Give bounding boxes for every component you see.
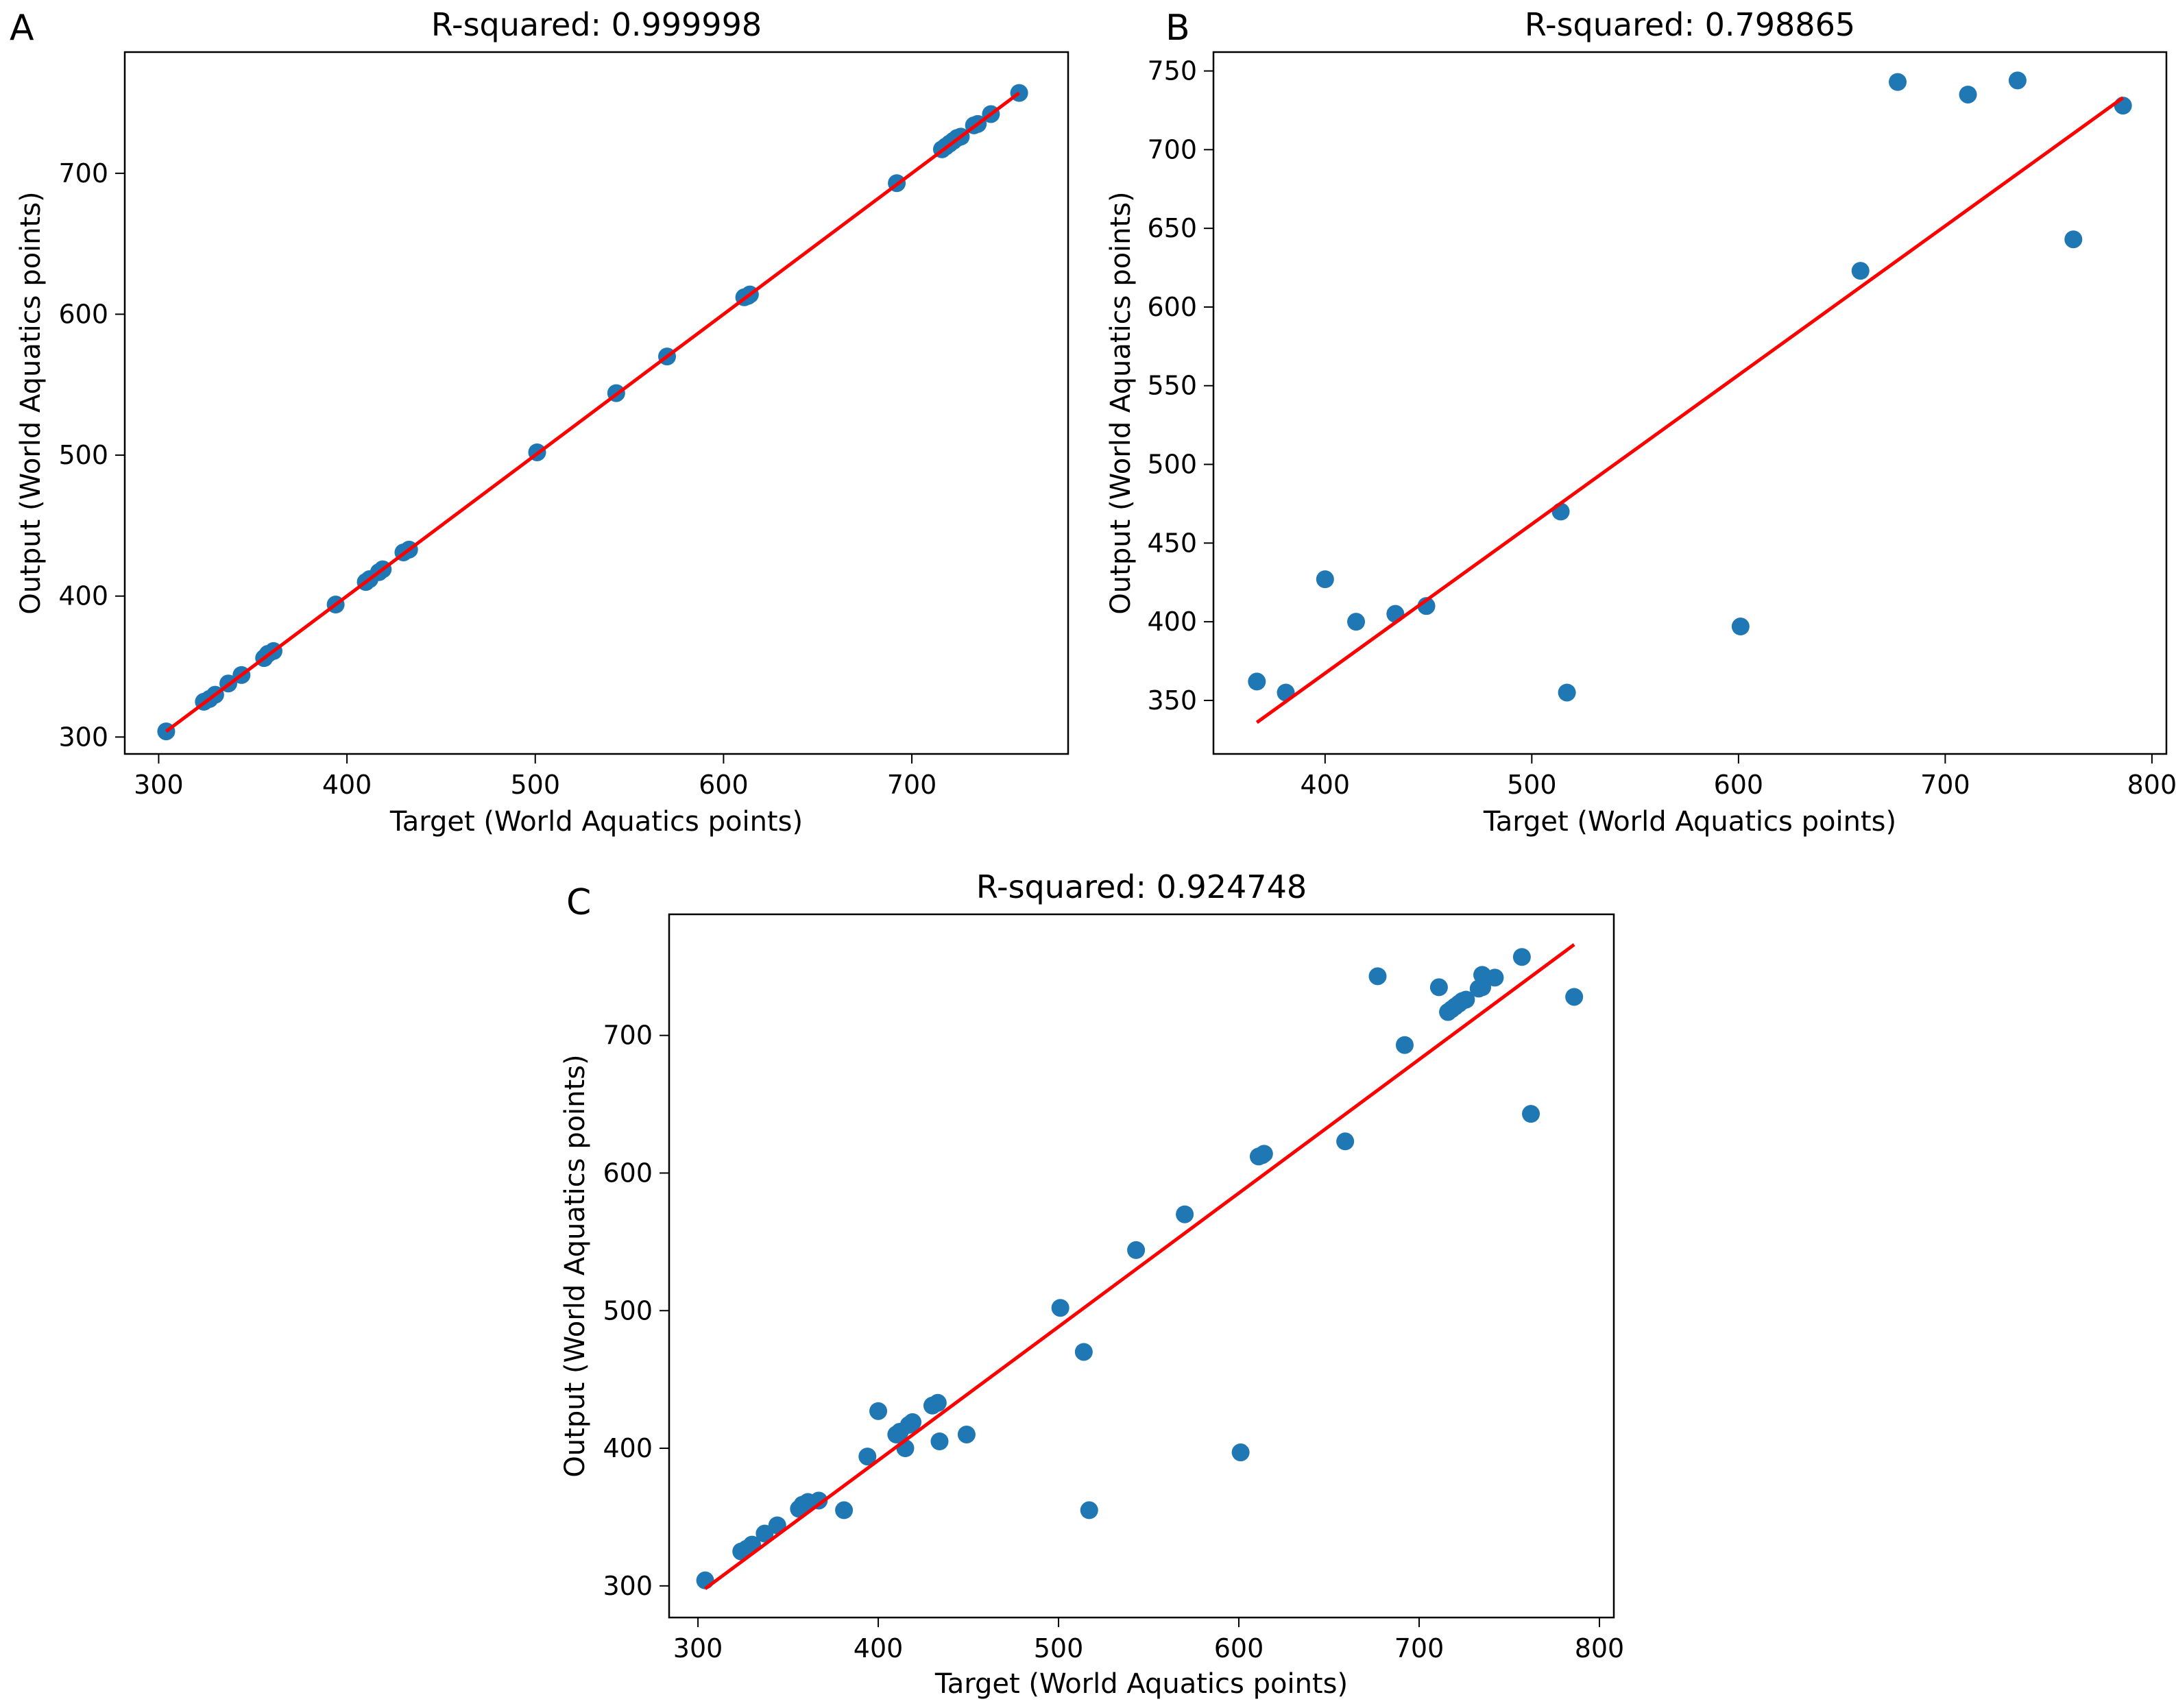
y-tick-label: 600	[1147, 292, 1197, 322]
x-tick-label: 700	[1920, 770, 1970, 800]
plot-frame	[668, 913, 1615, 1619]
y-tick-label: 700	[58, 158, 108, 188]
chart-panel-a: A R-squared: 0.999998 300 400 500 600 700 300 40…	[10, 6, 1069, 838]
data-point	[1248, 672, 1266, 691]
data-point	[1731, 618, 1750, 636]
data-point	[858, 1448, 877, 1466]
x-tick-label: 300	[673, 1633, 723, 1663]
data-point	[1316, 570, 1334, 589]
y-tick-label: 400	[603, 1433, 653, 1463]
panel-label: C	[566, 882, 591, 923]
x-tick-label: 800	[1575, 1633, 1625, 1663]
panel-label: B	[1165, 8, 1190, 49]
fit-line	[165, 91, 1021, 733]
data-point	[1512, 948, 1531, 966]
data-point	[930, 1432, 949, 1450]
data-point	[835, 1501, 854, 1520]
x-tick-label: 500	[1507, 770, 1557, 800]
y-tick-label: 700	[1147, 134, 1197, 164]
data-point	[1959, 85, 1977, 103]
x-tick-label: 700	[887, 770, 937, 800]
data-point	[755, 1524, 774, 1543]
y-tick-label: 600	[603, 1158, 653, 1188]
data-point	[1127, 1241, 1146, 1259]
data-point	[1395, 1036, 1414, 1054]
data-point	[1486, 968, 1504, 987]
y-tick-label: 300	[603, 1571, 653, 1601]
y-axis-label: Output (World Aquatics points)	[1105, 191, 1137, 614]
x-tick-label: 300	[134, 770, 184, 800]
x-axis-label: Target (World Aquatics points)	[934, 1668, 1348, 1700]
x-tick-label: 400	[854, 1633, 904, 1663]
fit-line	[704, 943, 1575, 1590]
y-tick-label: 350	[1147, 685, 1197, 716]
panel-label: A	[10, 8, 34, 49]
y-axis-label: Output (World Aquatics points)	[15, 191, 47, 614]
plot-frame	[123, 51, 1069, 755]
chart-title: R-squared: 0.999998	[431, 6, 762, 43]
x-axis-label: Target (World Aquatics points)	[1483, 806, 1896, 838]
data-point	[1889, 73, 1907, 91]
data-point	[1558, 683, 1576, 702]
y-axis-label: Output (World Aquatics points)	[559, 1054, 591, 1477]
x-tick-label: 500	[510, 770, 560, 800]
x-tick-label: 600	[1714, 770, 1764, 800]
y-tick-label: 400	[58, 581, 108, 611]
data-point	[1074, 1343, 1093, 1361]
x-tick-label: 400	[1301, 770, 1351, 800]
y-tick-label: 400	[1147, 607, 1197, 637]
data-point	[1080, 1501, 1098, 1520]
data-point	[1255, 1145, 1273, 1163]
data-point	[957, 1425, 976, 1443]
data-point	[904, 1413, 922, 1431]
data-point	[1457, 990, 1475, 1009]
data-point	[928, 1393, 947, 1412]
x-tick-label: 400	[322, 770, 372, 800]
data-point	[1429, 978, 1448, 997]
x-axis-label: Target (World Aquatics points)	[389, 806, 803, 838]
y-tick-label: 700	[603, 1021, 653, 1051]
data-point	[1051, 1299, 1069, 1317]
y-tick-label: 500	[1147, 450, 1197, 480]
data-point	[810, 1491, 828, 1510]
chart-title: R-squared: 0.798865	[1525, 6, 1855, 43]
data-point	[1851, 262, 1870, 280]
data-point	[1368, 967, 1387, 986]
data-point	[1347, 613, 1366, 631]
y-tick-label: 500	[603, 1295, 653, 1326]
y-tick-label: 450	[1147, 528, 1197, 558]
chart-panel-b: B R-squared: 0.798865 400 500 600 700 800 350 40…	[1105, 6, 2176, 838]
fit-line	[1255, 96, 2125, 724]
data-point	[1176, 1205, 1194, 1223]
chart-panel-c: C R-squared: 0.924748 300 400 500 600 700 800 30…	[559, 868, 1624, 1700]
y-tick-label: 600	[58, 299, 108, 329]
data-point	[1473, 978, 1492, 997]
data-point	[1336, 1132, 1355, 1151]
x-tick-label: 800	[2127, 770, 2176, 800]
data-point	[2064, 230, 2083, 249]
x-tick-label: 600	[699, 770, 749, 800]
x-tick-label: 700	[1394, 1633, 1444, 1663]
y-tick-label: 500	[58, 440, 108, 470]
y-tick-label: 650	[1147, 213, 1197, 243]
x-tick-label: 600	[1214, 1633, 1264, 1663]
x-tick-label: 500	[1034, 1633, 1084, 1663]
y-tick-label: 550	[1147, 371, 1197, 401]
plot-frame	[1212, 51, 2168, 755]
data-point	[1522, 1105, 1540, 1123]
data-point	[2008, 71, 2027, 90]
y-tick-label: 750	[1147, 56, 1197, 86]
data-point	[869, 1402, 888, 1420]
data-point	[1231, 1443, 1250, 1462]
data-point	[1565, 988, 1584, 1006]
chart-title: R-squared: 0.924748	[976, 868, 1307, 905]
y-tick-label: 300	[58, 722, 108, 752]
